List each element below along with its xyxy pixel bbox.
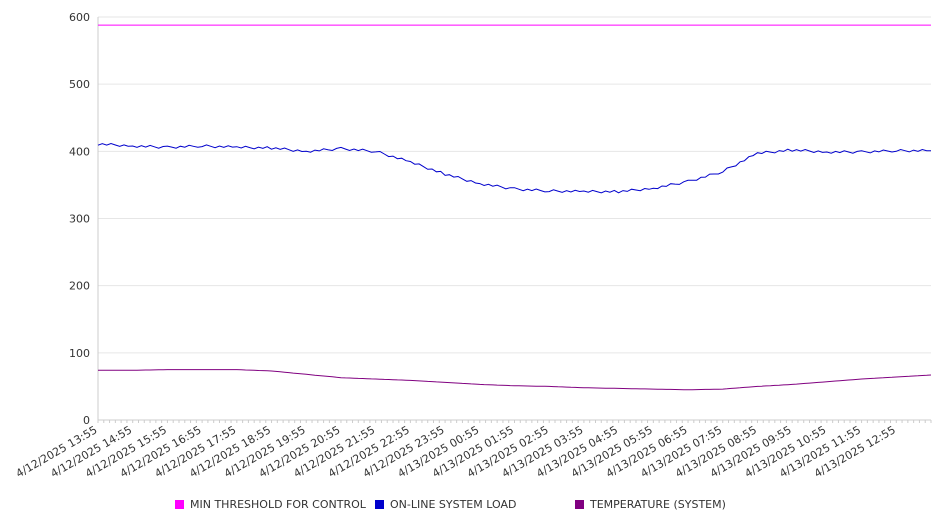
plot-area bbox=[97, 24, 932, 391]
y-tick-label: 200 bbox=[69, 280, 90, 293]
grid bbox=[98, 16, 931, 354]
y-tick-label: 100 bbox=[69, 347, 90, 360]
axes bbox=[97, 17, 932, 423]
legend-label-min-threshold: MIN THRESHOLD FOR CONTROL bbox=[190, 498, 366, 511]
y-tick-label: 300 bbox=[69, 213, 90, 226]
legend-label-system-load: ON-LINE SYSTEM LOAD bbox=[390, 498, 517, 511]
series-line-on-line-system-load bbox=[97, 142, 931, 194]
y-tick-label: 400 bbox=[69, 145, 90, 158]
legend-swatch-temperature bbox=[575, 500, 584, 509]
y-axis-ticks: 0 100 200 300 400 500 600 bbox=[69, 11, 90, 427]
legend-item-min-threshold[interactable]: MIN THRESHOLD FOR CONTROL bbox=[175, 498, 366, 511]
y-tick-label: 500 bbox=[69, 78, 90, 91]
legend-swatch-min-threshold bbox=[175, 500, 184, 509]
legend-swatch-system-load bbox=[375, 500, 384, 509]
series-line-temperature-system bbox=[98, 369, 932, 391]
legend: MIN THRESHOLD FOR CONTROL ON-LINE SYSTEM… bbox=[0, 498, 946, 514]
y-tick-label: 600 bbox=[69, 11, 90, 24]
legend-label-temperature: TEMPERATURE (SYSTEM) bbox=[590, 498, 726, 511]
legend-item-system-load[interactable]: ON-LINE SYSTEM LOAD bbox=[375, 498, 516, 511]
legend-item-temperature[interactable]: TEMPERATURE (SYSTEM) bbox=[575, 498, 726, 511]
y-tick-label: 0 bbox=[83, 414, 90, 427]
x-axis-ticks: 4/12/2025 13:554/12/2025 14:554/12/2025 … bbox=[14, 423, 898, 480]
